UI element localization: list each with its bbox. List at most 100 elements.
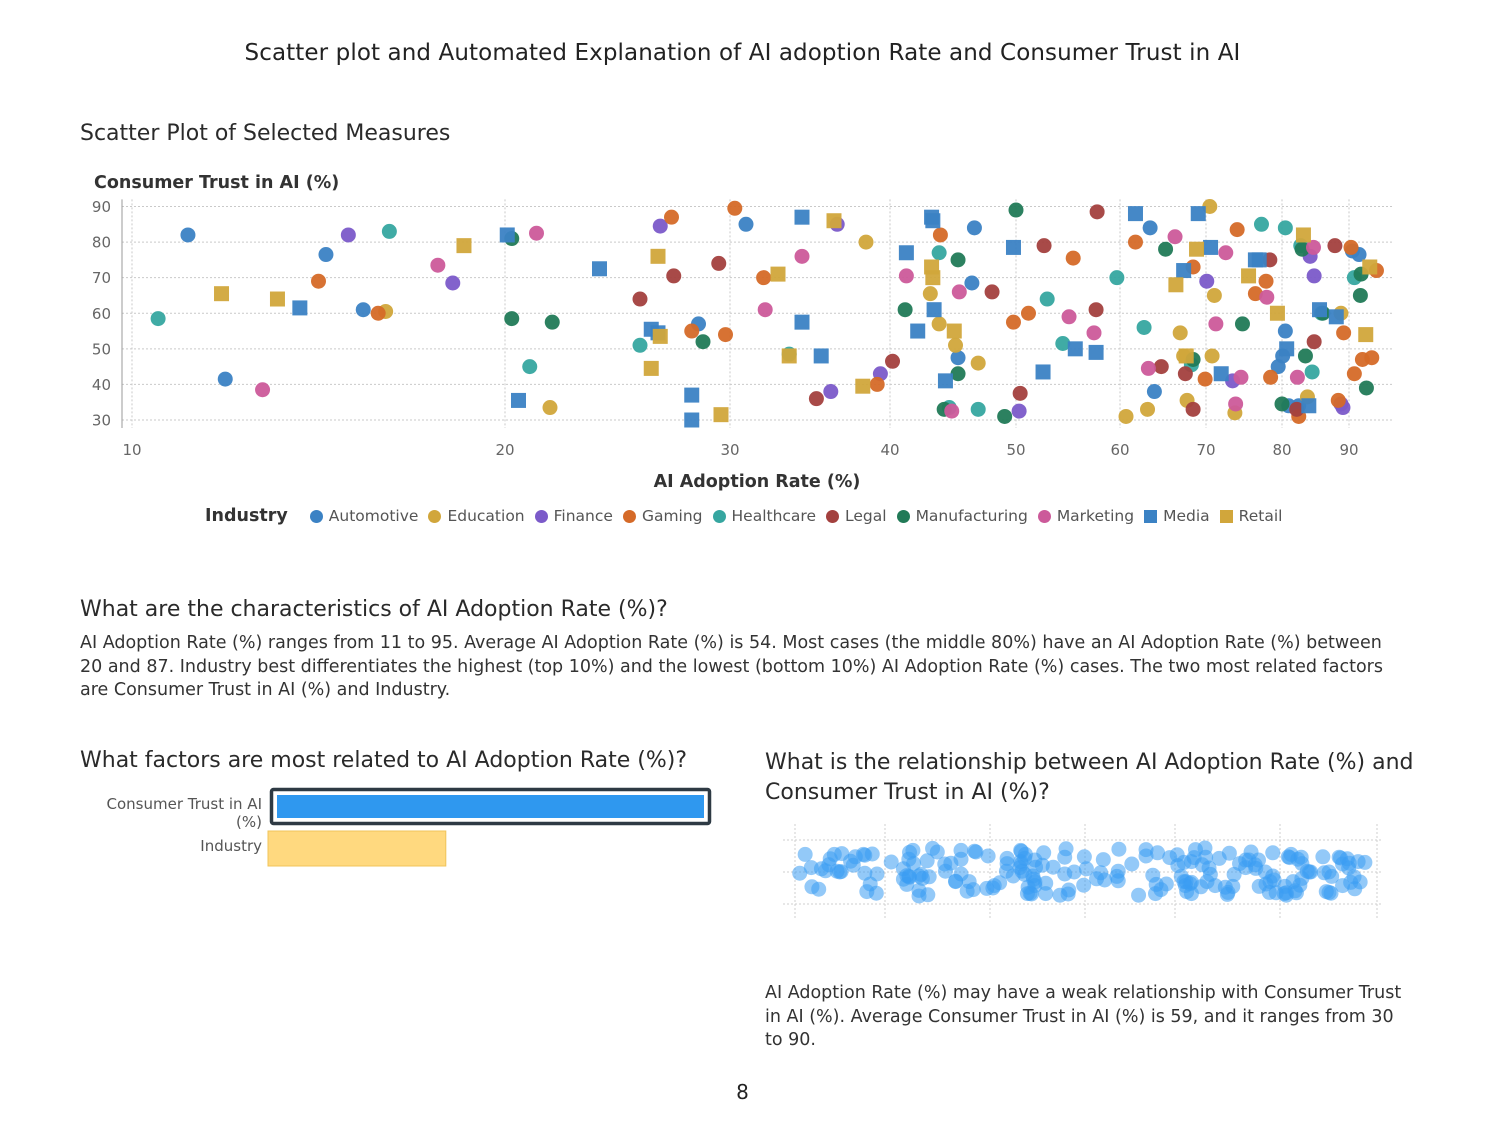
mini-point-167[interactable] [1020, 879, 1036, 895]
mini-point-25[interactable] [1131, 887, 1147, 903]
point-gaming-2[interactable] [664, 209, 679, 225]
point-finance-6[interactable] [1011, 403, 1027, 419]
mini-point-84[interactable] [1078, 861, 1094, 877]
point-media-15[interactable] [926, 302, 942, 318]
mini-point-189[interactable] [920, 887, 936, 903]
point-healthcare-16[interactable] [1304, 364, 1320, 380]
mini-point-60[interactable] [1095, 852, 1111, 868]
point-gaming-15[interactable] [1229, 222, 1245, 238]
point-media-7[interactable] [684, 412, 700, 428]
point-marketing-5[interactable] [898, 268, 914, 284]
point-media-19[interactable] [1067, 341, 1083, 357]
mini-point-54[interactable] [925, 840, 941, 856]
point-gaming-3[interactable] [684, 323, 700, 339]
point-marketing-12[interactable] [1208, 316, 1224, 332]
mini-point-132[interactable] [811, 881, 827, 897]
mini-point-188[interactable] [901, 851, 917, 867]
point-retail-18[interactable] [1269, 305, 1285, 321]
point-marketing-13[interactable] [1218, 245, 1234, 261]
point-retail-16[interactable] [1189, 241, 1205, 257]
point-education-7[interactable] [1118, 408, 1134, 424]
point-media-0[interactable] [292, 300, 308, 316]
mini-point-182[interactable] [1316, 865, 1332, 881]
point-media-10[interactable] [813, 348, 829, 364]
point-healthcare-3[interactable] [632, 337, 648, 353]
point-marketing-17[interactable] [1289, 369, 1305, 385]
point-retail-10[interactable] [855, 378, 871, 394]
mini-point-180[interactable] [1288, 885, 1304, 901]
mini-point-97[interactable] [919, 853, 935, 869]
point-marketing-2[interactable] [529, 225, 544, 241]
point-retail-21[interactable] [1362, 259, 1378, 275]
point-media-28[interactable] [1279, 341, 1295, 357]
mini-point-0[interactable] [797, 846, 813, 862]
point-automotive-1[interactable] [217, 371, 233, 387]
point-media-24[interactable] [1203, 239, 1219, 255]
legend-item-finance[interactable]: Finance [534, 507, 613, 525]
point-legal-3[interactable] [808, 391, 824, 407]
point-retail-17[interactable] [1241, 268, 1257, 284]
point-media-9[interactable] [794, 314, 810, 330]
point-gaming-10[interactable] [1020, 305, 1036, 321]
mini-point-115[interactable] [914, 870, 930, 886]
mini-point-161[interactable] [961, 874, 977, 890]
mini-point-113[interactable] [857, 865, 873, 881]
factor-bar-chart[interactable] [262, 782, 722, 872]
point-media-21[interactable] [1127, 206, 1143, 222]
point-media-6[interactable] [684, 387, 700, 403]
point-gaming-16[interactable] [1247, 286, 1263, 302]
point-media-1[interactable] [499, 227, 515, 243]
point-automotive-8[interactable] [966, 220, 982, 236]
point-media-31[interactable] [1328, 309, 1344, 325]
point-gaming-25[interactable] [1364, 350, 1380, 366]
point-manufacturing-17[interactable] [1352, 287, 1368, 303]
point-education-12[interactable] [1202, 199, 1218, 214]
mini-point-198[interactable] [1178, 874, 1194, 890]
point-gaming-8[interactable] [932, 227, 948, 243]
point-healthcare-13[interactable] [1253, 216, 1269, 232]
mini-point-196[interactable] [1025, 868, 1041, 884]
point-media-29[interactable] [1301, 398, 1317, 414]
mini-point-111[interactable] [1315, 849, 1331, 865]
mini-point-204[interactable] [1350, 854, 1366, 870]
point-manufacturing-9[interactable] [1008, 202, 1024, 218]
mini-point-171[interactable] [1110, 873, 1126, 889]
point-finance-1[interactable] [445, 275, 461, 291]
mini-point-153[interactable] [859, 884, 875, 900]
point-media-17[interactable] [1005, 239, 1021, 255]
point-gaming-5[interactable] [727, 200, 743, 216]
point-education-14[interactable] [1206, 287, 1222, 303]
point-retail-5[interactable] [650, 248, 666, 264]
mini-point-203[interactable] [1346, 869, 1362, 885]
mini-point-168[interactable] [1057, 849, 1073, 865]
point-media-22[interactable] [1176, 263, 1192, 279]
mini-point-100[interactable] [1045, 859, 1061, 875]
point-retail-12[interactable] [925, 270, 941, 286]
legend-item-manufacturing[interactable]: Manufacturing [896, 507, 1028, 525]
point-marketing-0[interactable] [255, 382, 271, 398]
mini-point-169[interactable] [1076, 877, 1092, 893]
mini-point-9[interactable] [1150, 845, 1166, 861]
mini-point-104[interactable] [1111, 841, 1127, 857]
point-legal-7[interactable] [1036, 238, 1052, 254]
mini-point-102[interactable] [1076, 849, 1092, 865]
point-automotive-6[interactable] [950, 350, 966, 366]
point-marketing-4[interactable] [794, 248, 810, 264]
point-automotive-5[interactable] [738, 216, 754, 232]
point-legal-12[interactable] [1185, 401, 1201, 417]
mini-point-190[interactable] [943, 855, 959, 871]
point-gaming-18[interactable] [1263, 369, 1279, 385]
point-automotive-2[interactable] [318, 247, 334, 263]
mini-point-69[interactable] [1318, 884, 1334, 900]
point-manufacturing-14[interactable] [1294, 241, 1310, 257]
point-manufacturing-12[interactable] [1234, 316, 1250, 332]
mini-point-176[interactable] [1207, 878, 1223, 894]
mini-point-76[interactable] [792, 865, 808, 881]
point-retail-1[interactable] [269, 291, 285, 307]
mini-point-193[interactable] [979, 880, 995, 896]
point-marketing-1[interactable] [430, 257, 446, 273]
point-marketing-18[interactable] [1305, 239, 1321, 255]
point-education-2[interactable] [858, 234, 874, 250]
point-media-18[interactable] [1035, 364, 1051, 380]
mini-point-147[interactable] [1225, 878, 1241, 894]
